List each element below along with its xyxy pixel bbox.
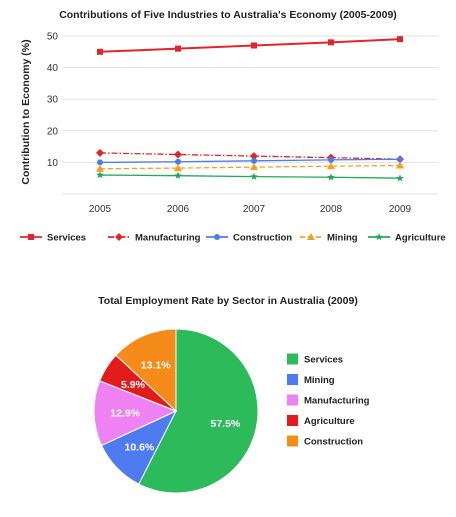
legend-label: Mining xyxy=(327,233,358,244)
legend-label: Construction xyxy=(304,437,363,448)
data-point xyxy=(250,172,258,180)
data-point xyxy=(327,162,335,170)
legend-label: Agriculture xyxy=(304,416,355,427)
legend-label: Services xyxy=(304,355,343,366)
line-chart-grid xyxy=(62,35,438,195)
line-chart-title: Contributions of Five Industries to Aust… xyxy=(59,9,397,21)
legend-label: Services xyxy=(47,233,86,244)
x-tick-label: 2005 xyxy=(89,204,112,215)
y-tick-label: 20 xyxy=(47,126,59,137)
legend-item-mining: Mining xyxy=(300,233,358,244)
y-tick-label: 40 xyxy=(47,63,59,74)
series-services xyxy=(97,36,403,55)
legend-label: Mining xyxy=(304,375,335,386)
line-chart-legend: Services Manufacturing Construction Mining A… xyxy=(20,233,446,244)
data-point xyxy=(397,156,403,163)
pie-legend-item-agriculture: Agriculture xyxy=(287,415,355,427)
series-line xyxy=(99,174,401,179)
pie-chart-labels: 57.5% 10.6% 12.9% 5.9% 13.1% xyxy=(110,359,241,453)
line-chart-x-ticks: 2005 2006 2007 2008 2009 xyxy=(89,204,412,215)
legend-marker xyxy=(214,234,220,240)
x-tick-label: 2009 xyxy=(389,204,412,215)
pie-data-label: 57.5% xyxy=(211,418,241,430)
data-point xyxy=(250,163,258,171)
data-point xyxy=(250,152,258,161)
x-tick-label: 2007 xyxy=(243,204,266,215)
pie-chart-legend: Services Mining Manufacturing Agriculture Co… xyxy=(287,353,370,448)
series-line xyxy=(99,164,401,170)
pie-slice-services xyxy=(138,328,259,494)
y-tick-label: 10 xyxy=(47,158,59,169)
data-point xyxy=(251,157,257,164)
pie-slice-construction xyxy=(115,328,177,413)
legend-marker xyxy=(307,233,315,240)
data-point xyxy=(96,164,104,172)
pie-legend-item-manufacturing: Manufacturing xyxy=(287,394,370,407)
data-point xyxy=(174,164,182,172)
legend-item-construction: Construction xyxy=(206,233,292,244)
data-point xyxy=(174,150,182,159)
pie-chart-title: Total Employment Rate by Sector in Austr… xyxy=(98,295,358,307)
data-point xyxy=(396,174,404,182)
x-tick-label: 2006 xyxy=(167,204,190,215)
legend-label: Construction xyxy=(233,233,292,244)
data-point xyxy=(96,148,104,157)
data-point xyxy=(97,48,103,55)
legend-swatch xyxy=(287,435,298,447)
series-mining xyxy=(96,161,404,172)
data-point xyxy=(97,159,103,166)
data-point xyxy=(328,39,334,46)
data-point xyxy=(397,36,403,43)
legend-label: Agriculture xyxy=(395,233,446,244)
legend-item-services: Services xyxy=(20,233,86,244)
data-point xyxy=(328,156,334,163)
legend-marker xyxy=(375,233,383,241)
series-construction xyxy=(97,156,403,166)
legend-label: Manufacturing xyxy=(304,396,370,407)
line-chart-y-ticks: 10 20 30 40 50 xyxy=(47,32,59,169)
pie-legend-item-mining: Mining xyxy=(287,374,335,386)
legend-label: Manufacturing xyxy=(135,233,201,244)
y-tick-label: 30 xyxy=(47,95,59,106)
legend-swatch xyxy=(287,353,298,365)
data-point xyxy=(251,42,257,49)
legend-marker xyxy=(115,233,123,241)
pie-data-label: 12.9% xyxy=(110,407,140,419)
pie-legend-item-construction: Construction xyxy=(287,435,363,448)
data-point xyxy=(175,45,181,52)
legend-swatch xyxy=(287,374,298,385)
line-chart-series xyxy=(96,36,404,182)
y-tick-label: 50 xyxy=(47,32,59,43)
data-point xyxy=(174,171,182,179)
legend-marker xyxy=(28,234,34,240)
data-point xyxy=(96,171,104,179)
legend-swatch xyxy=(287,415,298,426)
data-point xyxy=(396,161,404,169)
pie-data-label: 13.1% xyxy=(141,359,171,371)
legend-item-manufacturing: Manufacturing xyxy=(108,233,201,244)
data-point xyxy=(327,173,335,181)
pie-chart-slices xyxy=(93,328,259,494)
pie-data-label: 10.6% xyxy=(125,441,155,453)
pie-legend-item-services: Services xyxy=(287,353,343,366)
series-line xyxy=(99,38,401,53)
legend-swatch xyxy=(287,394,298,406)
line-chart-y-axis-label: Contribution to Economy (%) xyxy=(20,39,32,184)
pie-data-label: 5.9% xyxy=(121,379,146,391)
pie-slice-manufacturing xyxy=(93,380,178,447)
legend-item-agriculture: Agriculture xyxy=(368,233,446,244)
series-agriculture xyxy=(96,171,404,182)
x-tick-label: 2008 xyxy=(320,204,343,215)
data-point xyxy=(175,158,181,165)
